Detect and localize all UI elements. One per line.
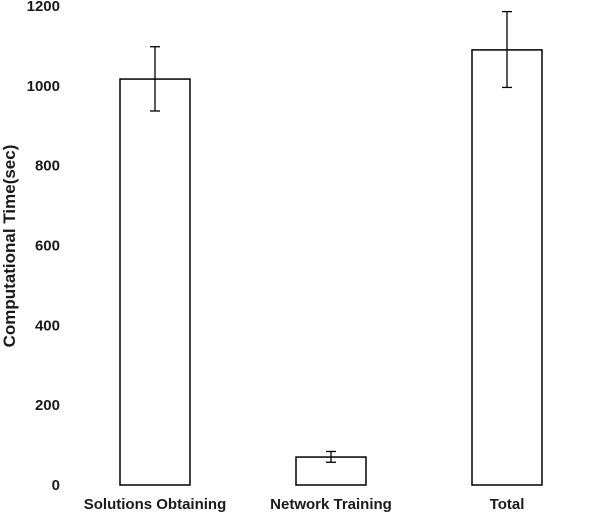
y-tick-label: 1200 [27, 0, 60, 15]
y-tick-label: 200 [35, 397, 60, 414]
x-tick-labels: Solutions Obtaining Network Training Total [84, 496, 525, 513]
y-tick-label: 0 [52, 477, 60, 494]
y-tick-label: 1000 [27, 78, 60, 95]
x-tick-label: Solutions Obtaining [84, 496, 227, 512]
y-tick-label: 600 [35, 238, 60, 255]
bar [471, 49, 543, 486]
y-tick-label: 400 [35, 317, 60, 334]
bars [119, 49, 543, 486]
y-axis-title: Computational Time(sec) [0, 145, 19, 348]
bar [119, 78, 191, 486]
error-bar [150, 46, 160, 112]
y-axis: 0 200 400 600 800 1000 1200 [27, 0, 60, 494]
error-bars [150, 10, 512, 463]
x-tick-label: Network Training [270, 496, 392, 512]
x-tick-label: Total [490, 496, 525, 512]
error-bar [326, 450, 336, 463]
error-bar [502, 10, 512, 89]
y-tick-label: 800 [35, 158, 60, 175]
